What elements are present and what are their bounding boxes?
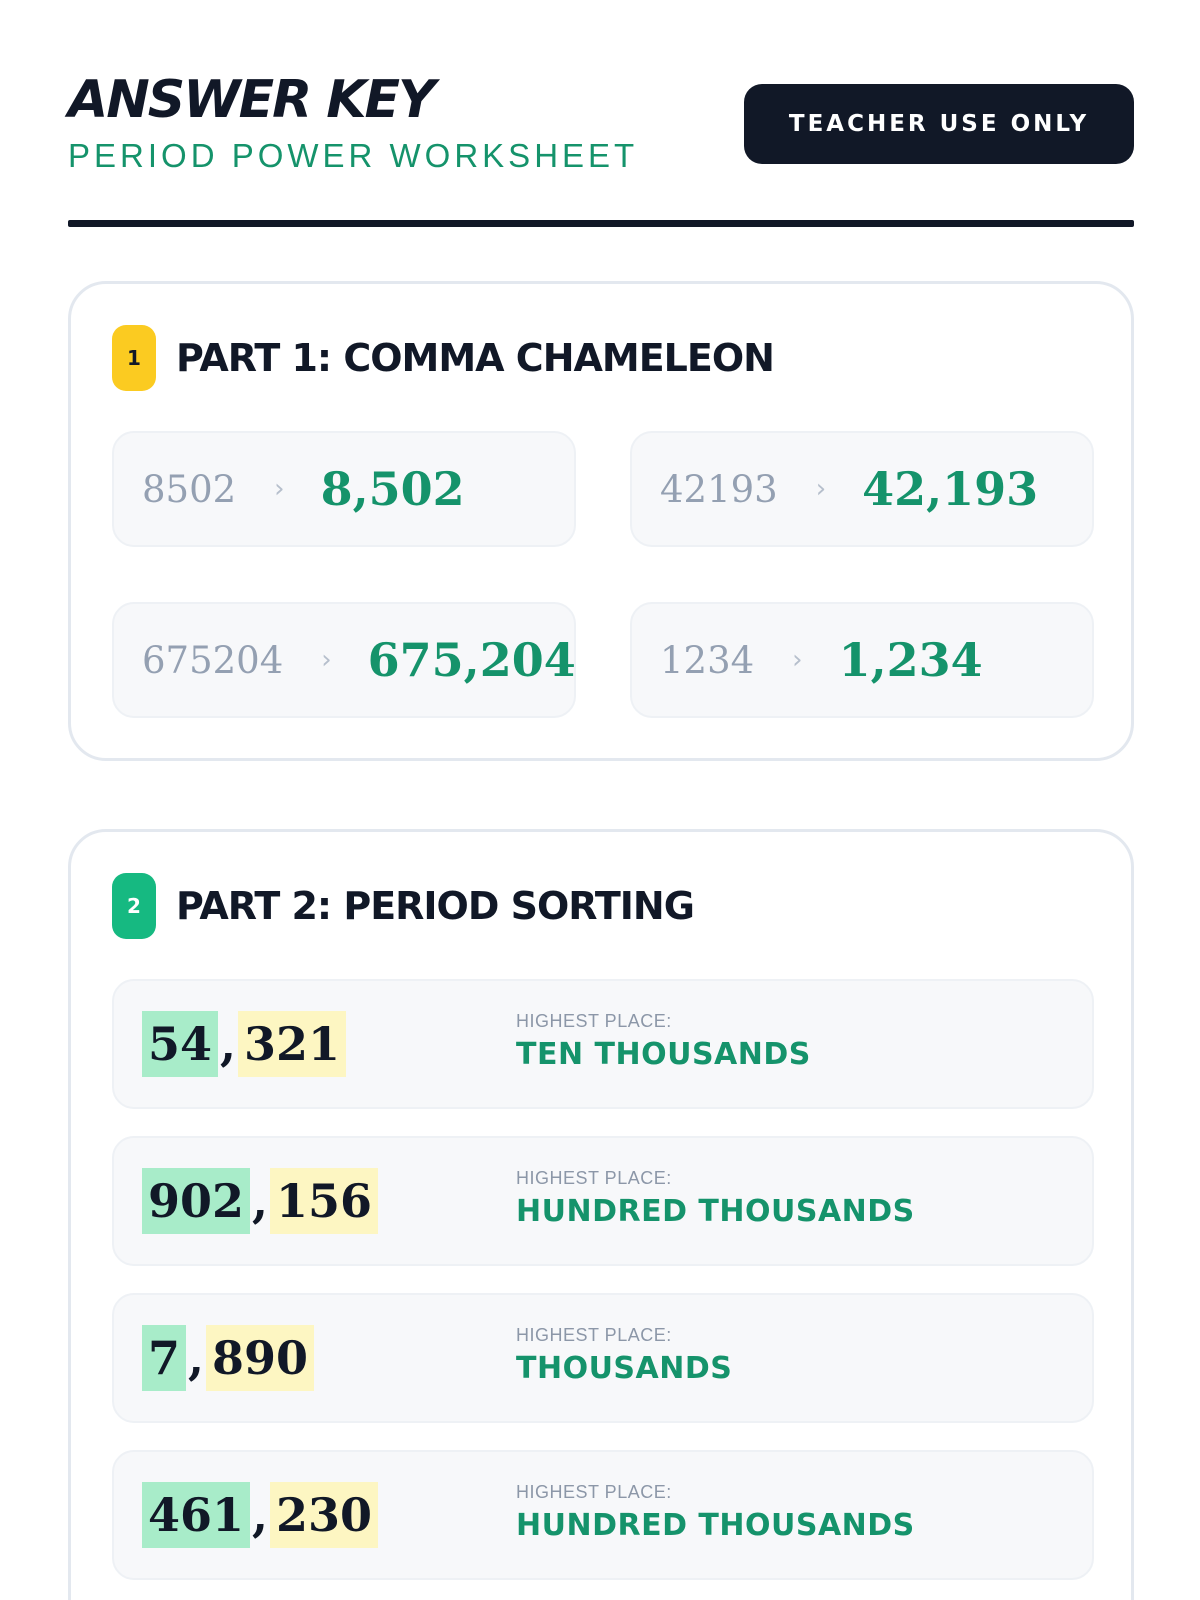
comma-item: 1234 › 1,234 [630, 602, 1094, 718]
period-row: 54 , 321 HIGHEST PLACE: TEN THOUSANDS [112, 979, 1094, 1109]
period-row: 7 , 890 HIGHEST PLACE: THOUSANDS [112, 1293, 1094, 1423]
part2-number-badge: 2 [112, 873, 156, 939]
period-split-number: 461 , 230 [142, 1482, 379, 1548]
header-divider [68, 220, 1134, 227]
highest-place-answer: HUNDRED THOUSANDS [516, 1194, 915, 1229]
chevron-right-icon: › [321, 645, 332, 675]
page-title: ANSWER KEY [68, 70, 436, 130]
part2-heading: 2 PART 2: PERIOD SORTING [112, 873, 695, 939]
chevron-right-icon: › [792, 645, 803, 675]
thousands-period: 902 [142, 1168, 251, 1234]
ones-period: 321 [238, 1011, 347, 1077]
comma-answer: 1,234 [838, 633, 983, 687]
comma-separator: , [252, 1488, 269, 1542]
period-split-number: 902 , 156 [142, 1168, 379, 1234]
part1-heading: 1 PART 1: COMMA CHAMELEON [112, 325, 775, 391]
raw-number: 1234 [660, 638, 755, 682]
part1-number-badge: 1 [112, 325, 156, 391]
highest-place-answer: THOUSANDS [516, 1351, 733, 1386]
thousands-period: 461 [142, 1482, 251, 1548]
comma-answer: 8,502 [320, 462, 465, 516]
highest-place-label: HIGHEST PLACE: [516, 1325, 672, 1345]
part1-card: 1 PART 1: COMMA CHAMELEON 8502 › 8,502 4… [68, 281, 1134, 761]
part2-title: PART 2: PERIOD SORTING [176, 884, 695, 928]
raw-number: 8502 [142, 467, 237, 511]
raw-number: 675204 [142, 638, 284, 682]
highest-place-label: HIGHEST PLACE: [516, 1011, 672, 1031]
comma-separator: , [188, 1331, 205, 1385]
thousands-period: 7 [142, 1325, 187, 1391]
period-row: 902 , 156 HIGHEST PLACE: HUNDRED THOUSAN… [112, 1136, 1094, 1266]
ones-period: 230 [270, 1482, 379, 1548]
period-row: 461 , 230 HIGHEST PLACE: HUNDRED THOUSAN… [112, 1450, 1094, 1580]
comma-item: 675204 › 675,204 [112, 602, 576, 718]
chevron-right-icon: › [274, 474, 285, 504]
page-header: ANSWER KEY PERIOD POWER WORKSHEET TEACHE… [68, 70, 1134, 230]
comma-separator: , [252, 1174, 269, 1228]
highest-place-answer: TEN THOUSANDS [516, 1037, 811, 1072]
comma-answer: 675,204 [367, 633, 576, 687]
period-split-number: 54 , 321 [142, 1011, 347, 1077]
raw-number: 42193 [660, 467, 778, 511]
thousands-period: 54 [142, 1011, 219, 1077]
ones-period: 890 [206, 1325, 315, 1391]
highest-place-label: HIGHEST PLACE: [516, 1168, 672, 1188]
highest-place-label: HIGHEST PLACE: [516, 1482, 672, 1502]
ones-period: 156 [270, 1168, 379, 1234]
comma-item: 8502 › 8,502 [112, 431, 576, 547]
comma-item: 42193 › 42,193 [630, 431, 1094, 547]
period-split-number: 7 , 890 [142, 1325, 315, 1391]
page-subtitle: PERIOD POWER WORKSHEET [68, 137, 639, 174]
comma-separator: , [220, 1017, 237, 1071]
part1-title: PART 1: COMMA CHAMELEON [176, 336, 775, 380]
part2-card: 2 PART 2: PERIOD SORTING 54 , 321 HIGHES… [68, 829, 1134, 1600]
chevron-right-icon: › [815, 474, 827, 504]
teacher-use-badge: TEACHER USE ONLY [744, 84, 1134, 164]
comma-answer: 42,193 [862, 462, 1039, 516]
highest-place-answer: HUNDRED THOUSANDS [516, 1508, 915, 1543]
